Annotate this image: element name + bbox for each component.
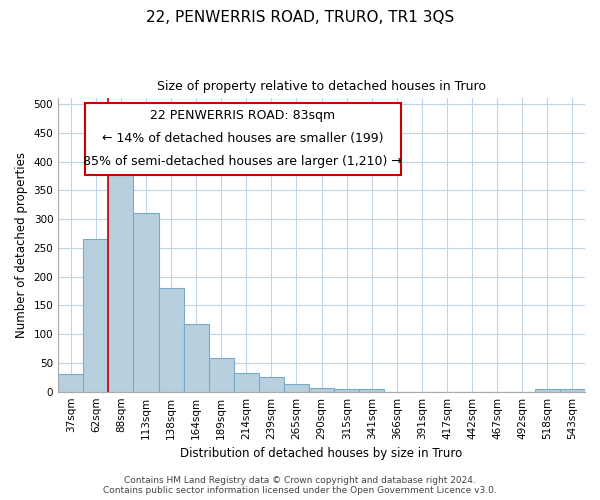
Y-axis label: Number of detached properties: Number of detached properties — [15, 152, 28, 338]
Text: 22, PENWERRIS ROAD, TRURO, TR1 3QS: 22, PENWERRIS ROAD, TRURO, TR1 3QS — [146, 10, 454, 25]
Text: Contains HM Land Registry data © Crown copyright and database right 2024.
Contai: Contains HM Land Registry data © Crown c… — [103, 476, 497, 495]
Bar — [83, 240, 109, 392]
Bar — [133, 214, 158, 392]
Title: Size of property relative to detached houses in Truro: Size of property relative to detached ho… — [157, 80, 486, 93]
Bar — [234, 374, 259, 392]
Bar — [184, 324, 209, 392]
X-axis label: Distribution of detached houses by size in Truro: Distribution of detached houses by size … — [181, 447, 463, 460]
Bar — [158, 288, 184, 392]
Bar — [334, 389, 359, 392]
Bar — [309, 388, 334, 392]
Text: ← 14% of detached houses are smaller (199): ← 14% of detached houses are smaller (19… — [102, 132, 383, 145]
Bar — [535, 389, 560, 392]
Bar — [560, 390, 585, 392]
Bar — [359, 389, 385, 392]
FancyBboxPatch shape — [85, 102, 401, 174]
Text: 85% of semi-detached houses are larger (1,210) →: 85% of semi-detached houses are larger (… — [83, 155, 402, 168]
Text: 22 PENWERRIS ROAD: 83sqm: 22 PENWERRIS ROAD: 83sqm — [150, 109, 335, 122]
Bar — [109, 162, 133, 392]
Bar — [259, 378, 284, 392]
Bar — [209, 358, 234, 392]
Bar — [58, 374, 83, 392]
Bar — [284, 384, 309, 392]
